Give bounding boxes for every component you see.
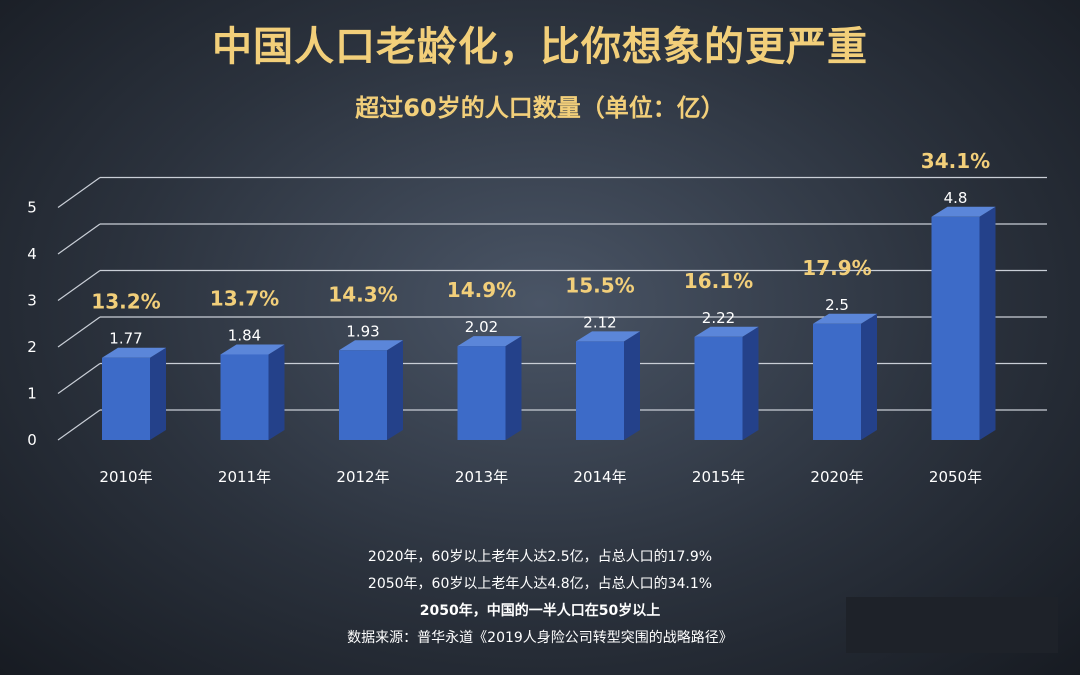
bar-top (339, 340, 403, 351)
percent-label: 16.1% (684, 269, 753, 293)
bar-2020年: 2.5 17.9% (802, 256, 877, 440)
bar-side (861, 313, 877, 440)
value-label: 1.77 (109, 330, 142, 348)
notes: 2020年，60岁以上老年人达2.5亿，占总人口的17.9% 2050年，60岁… (0, 544, 1080, 652)
corner-overlay-box (846, 597, 1058, 653)
x-axis-labels: 2010年 2011年 2012年 2013年 2014年 2015年 2020年 2050年 (99, 468, 982, 486)
y-tick-label: 4 (27, 245, 37, 263)
bar-front (694, 336, 743, 440)
bar-side (979, 206, 996, 440)
bar-top (813, 313, 877, 324)
x-tick-label: 2013年 (455, 468, 508, 486)
x-tick-label: 2020年 (810, 468, 863, 486)
bar-side (387, 340, 403, 440)
bar-top (457, 336, 522, 347)
bar-2010年: 1.77 13.2% (91, 290, 166, 440)
y-tick-label: 1 (27, 385, 37, 403)
bar-2013年: 2.02 14.9% (447, 278, 522, 440)
bar-front (813, 323, 861, 440)
bar-top (931, 206, 996, 217)
bar-front (339, 350, 387, 440)
percent-label: 14.3% (328, 282, 397, 306)
x-tick-label: 2010年 (99, 468, 152, 486)
bar-top (576, 331, 640, 342)
note-half-population: 2050年，中国的一半人口在50岁以上 (419, 603, 661, 619)
grid-diagonal (57, 270, 101, 301)
percent-label: 13.2% (91, 290, 160, 314)
grid-diagonal (57, 316, 101, 348)
value-label: 2.12 (583, 313, 616, 331)
bar-2015年: 2.22 16.1% (684, 269, 759, 440)
chart-grid (57, 176, 1047, 441)
bar-front (457, 346, 506, 440)
bar-2050年: 4.8 34.1% (921, 149, 996, 440)
x-tick-label: 2011年 (218, 468, 271, 486)
grid-diagonal (57, 409, 101, 441)
x-tick-label: 2012年 (336, 468, 389, 486)
percent-label: 13.7% (210, 286, 279, 310)
percent-label: 34.1% (921, 149, 990, 173)
x-tick-label: 2050年 (929, 468, 982, 486)
bar-side (624, 331, 640, 440)
chart-title: 超过60岁的人口数量（单位：亿） (355, 94, 725, 122)
page-title: 中国人口老龄化，比你想象的更严重 (212, 24, 868, 70)
x-tick-label: 2015年 (692, 468, 745, 486)
y-tick-label: 2 (27, 338, 37, 356)
bar-front (931, 216, 980, 440)
chart-bars: 1.77 13.2% 1.84 13.7% 1.93 14.3% 2.02 14.9% 2.12… (91, 149, 996, 440)
percent-label: 17.9% (802, 256, 871, 280)
bar-side (742, 326, 759, 440)
bar-chart: 0 1 2 3 4 5 1.77 13.2% 1.84 13.7% 1.93 14.3% 2.02 14… (27, 148, 1047, 486)
value-label: 1.93 (346, 322, 379, 340)
y-axis-ticks: 0 1 2 3 4 5 (27, 199, 37, 450)
grid-diagonal (57, 223, 101, 255)
y-tick-label: 0 (27, 431, 37, 449)
data-source: 数据来源：普华永道《2019人身险公司转型突围的战略路径》 (347, 630, 733, 646)
bar-side (150, 347, 166, 440)
bar-2011年: 1.84 13.7% (210, 286, 285, 440)
value-label: 2.02 (465, 318, 498, 336)
y-tick-label: 3 (27, 292, 37, 310)
value-label: 2.5 (825, 296, 849, 314)
note-2020: 2020年，60岁以上老年人达2.5亿，占总人口的17.9% (367, 549, 713, 565)
note-2050: 2050年，60岁以上老年人达4.8亿，占总人口的34.1% (367, 576, 713, 592)
percent-label: 15.5% (565, 273, 634, 297)
grid-diagonal (57, 177, 101, 208)
bar-2014年: 2.12 15.5% (565, 273, 640, 440)
bar-front (576, 341, 624, 440)
y-tick-label: 5 (27, 199, 37, 217)
value-label: 2.22 (702, 309, 735, 327)
bar-side (505, 336, 522, 440)
percent-label: 14.9% (447, 278, 516, 302)
bar-front (220, 354, 269, 440)
bar-2012年: 1.93 14.3% (328, 282, 403, 440)
value-label: 4.8 (944, 189, 968, 207)
bar-top (102, 347, 166, 358)
x-tick-label: 2014年 (573, 468, 626, 486)
bar-side (268, 344, 285, 440)
bar-front (102, 357, 150, 440)
bar-top (220, 344, 285, 355)
grid-diagonal (57, 363, 101, 394)
bar-top (694, 326, 759, 337)
value-label: 1.84 (228, 326, 261, 344)
